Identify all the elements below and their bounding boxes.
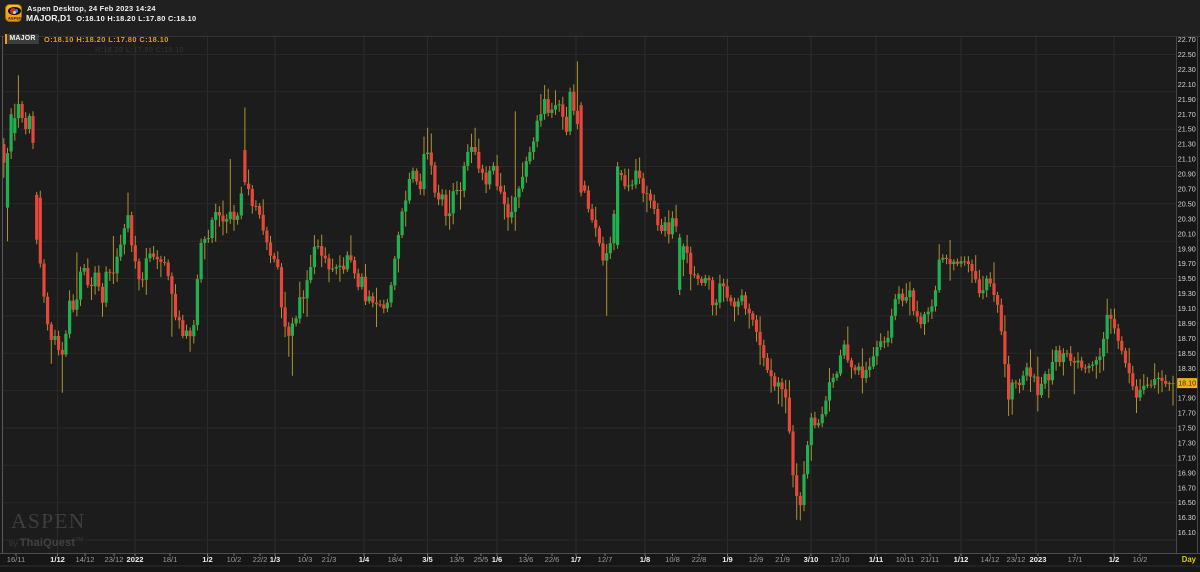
svg-text:16.90: 16.90 [1178,468,1196,477]
svg-text:17.10: 17.10 [1178,453,1196,462]
svg-text:13/6: 13/6 [519,555,534,564]
svg-text:13/5: 13/5 [450,555,465,564]
svg-text:14/12: 14/12 [75,555,94,564]
svg-text:17.50: 17.50 [1178,424,1196,433]
svg-text:16.50: 16.50 [1178,498,1196,507]
svg-text:16.10: 16.10 [1178,528,1196,537]
svg-text:1/12: 1/12 [954,555,969,564]
svg-text:10/8: 10/8 [665,555,680,564]
svg-text:19.30: 19.30 [1178,289,1196,298]
svg-text:17.30: 17.30 [1178,439,1196,448]
svg-text:1/7: 1/7 [571,555,582,564]
svg-text:19.50: 19.50 [1178,274,1196,283]
svg-text:20.50: 20.50 [1178,199,1196,208]
svg-text:21.70: 21.70 [1178,110,1196,119]
svg-text:16.70: 16.70 [1178,483,1196,492]
svg-text:2023: 2023 [1030,555,1047,564]
svg-text:12/7: 12/7 [598,555,613,564]
svg-text:22.10: 22.10 [1178,80,1196,89]
svg-text:20.30: 20.30 [1178,214,1196,223]
svg-text:10/2: 10/2 [227,555,242,564]
svg-text:22/6: 22/6 [545,555,560,564]
svg-text:1/4: 1/4 [359,555,370,564]
svg-text:21/3: 21/3 [322,555,337,564]
svg-text:18/4: 18/4 [388,555,403,564]
svg-text:19.70: 19.70 [1178,259,1196,268]
svg-text:1/2: 1/2 [202,555,213,564]
svg-text:21/9: 21/9 [775,555,790,564]
svg-text:1/12: 1/12 [50,555,65,564]
svg-text:17.90: 17.90 [1178,394,1196,403]
svg-text:21.10: 21.10 [1178,155,1196,164]
svg-text:2022: 2022 [127,555,144,564]
svg-text:22/2: 22/2 [253,555,268,564]
svg-text:22/8: 22/8 [692,555,707,564]
svg-text:25/5: 25/5 [474,555,489,564]
svg-text:16/11: 16/11 [7,555,25,564]
svg-text:17.70: 17.70 [1178,409,1196,418]
svg-text:14/12: 14/12 [980,555,999,564]
svg-text:21/11: 21/11 [921,555,939,564]
svg-text:21.50: 21.50 [1178,125,1196,134]
svg-text:1/11: 1/11 [869,555,884,564]
svg-text:21.30: 21.30 [1178,140,1196,149]
svg-text:19.90: 19.90 [1178,244,1196,253]
svg-text:18.50: 18.50 [1178,349,1196,358]
svg-text:Day: Day [1182,555,1197,564]
svg-text:18.10: 18.10 [1178,379,1196,388]
svg-text:3/5: 3/5 [422,555,433,564]
svg-text:22.70: 22.70 [1178,35,1196,44]
svg-text:22.30: 22.30 [1178,65,1196,74]
svg-text:17/1: 17/1 [1068,555,1083,564]
svg-text:12/10: 12/10 [830,555,849,564]
svg-text:18.30: 18.30 [1178,364,1196,373]
svg-text:20.90: 20.90 [1178,170,1196,179]
svg-text:1/8: 1/8 [640,555,651,564]
svg-text:20.10: 20.10 [1178,229,1196,238]
svg-text:1/6: 1/6 [492,555,503,564]
svg-text:19.10: 19.10 [1178,304,1196,313]
svg-text:23/12: 23/12 [104,555,123,564]
svg-text:1/2: 1/2 [1109,555,1120,564]
svg-text:22.50: 22.50 [1178,50,1196,59]
svg-text:18/1: 18/1 [163,555,178,564]
svg-text:18.70: 18.70 [1178,334,1196,343]
svg-text:10/11: 10/11 [896,555,914,564]
svg-text:21.90: 21.90 [1178,95,1196,104]
svg-text:20.70: 20.70 [1178,185,1196,194]
svg-text:10/2: 10/2 [1133,555,1148,564]
svg-text:12/9: 12/9 [749,555,764,564]
svg-text:1/9: 1/9 [722,555,733,564]
svg-text:10/3: 10/3 [298,555,313,564]
svg-text:16.30: 16.30 [1178,513,1196,522]
svg-text:1/3: 1/3 [270,555,281,564]
svg-text:18.90: 18.90 [1178,319,1196,328]
svg-text:3/10: 3/10 [804,555,819,564]
svg-text:23/12: 23/12 [1006,555,1025,564]
